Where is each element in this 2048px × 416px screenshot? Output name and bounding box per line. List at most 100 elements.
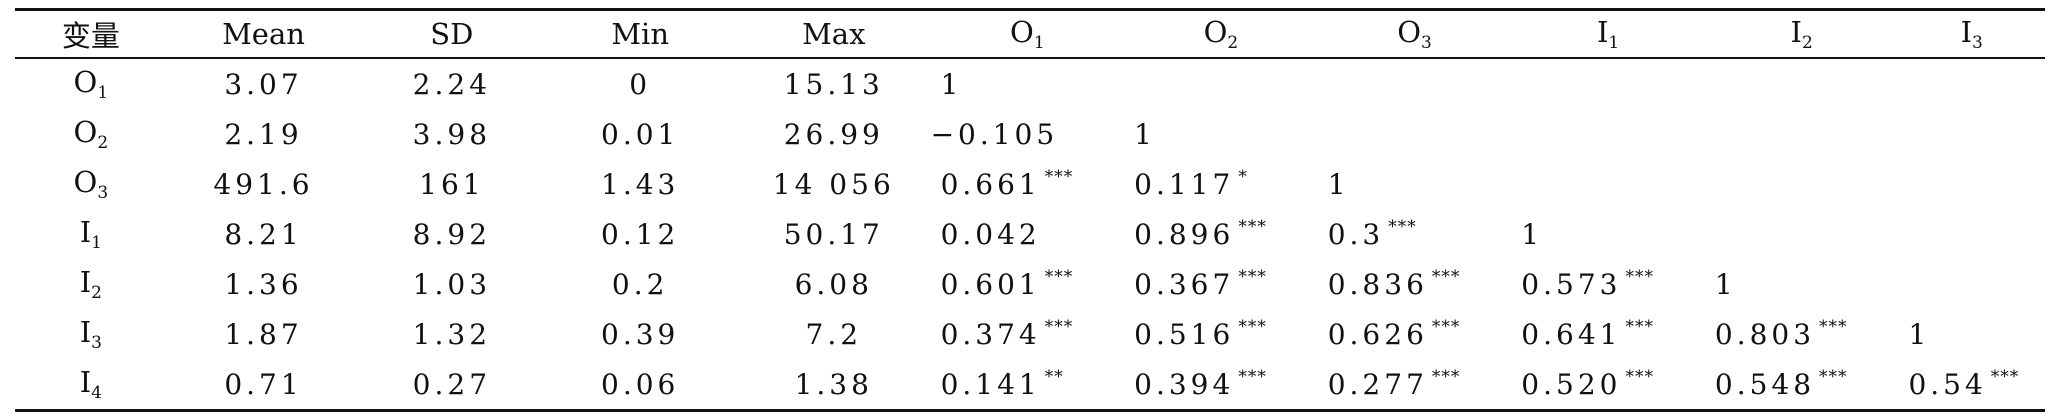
significance-marker: *** xyxy=(1625,367,1654,387)
significance-marker: *** xyxy=(1431,317,1461,337)
significance-marker: *** xyxy=(1625,267,1654,287)
correlation-value: 0.573 xyxy=(1521,268,1622,301)
correlation-cell: 0.836 *** xyxy=(1318,259,1512,309)
variable-cell: I1 xyxy=(15,209,167,259)
variable-subscript: 1 xyxy=(97,83,109,103)
correlation-value: 1 xyxy=(1134,117,1156,151)
correlation-value: 0.117 xyxy=(1134,168,1235,201)
mean-cell: 1.87 xyxy=(224,317,303,351)
correlation-value: 0.641 xyxy=(1521,318,1622,351)
column-header-label: 变量 xyxy=(61,19,120,53)
column-header: O1 xyxy=(931,10,1125,59)
correlation-value: 1 xyxy=(1908,317,1931,351)
correlation-cell: 0.042 xyxy=(931,209,1125,259)
correlation-value: 0.367 xyxy=(1134,268,1235,301)
correlation-cell: 0.573 *** xyxy=(1511,259,1705,309)
correlation-cell xyxy=(1511,159,1705,209)
variable-name: O xyxy=(73,165,98,199)
correlation-cell xyxy=(1705,109,1899,159)
correlation-cell: 0.367 *** xyxy=(1124,259,1318,309)
variable-name: I xyxy=(79,315,92,349)
max-cell: 6.08 xyxy=(794,267,873,301)
header-row: 变量 Mean SD Min Max O1 O2 O3 I1 I2 I3 xyxy=(15,9,2045,59)
column-header-label: O xyxy=(1203,15,1228,49)
variable-name: O xyxy=(73,115,98,149)
correlation-cell: 0.548 *** xyxy=(1705,359,1899,411)
table-row: O1 3.07 2.24 0 15.13 1 xyxy=(15,58,2045,109)
column-header-label: Max xyxy=(802,17,866,51)
column-header: Mean xyxy=(167,10,361,59)
correlation-cell xyxy=(1705,209,1899,259)
correlation-cell: 1 xyxy=(1705,259,1899,309)
significance-marker: *** xyxy=(1990,367,2020,387)
variable-subscript: 4 xyxy=(91,383,102,403)
table-row: I2 1.36 1.03 0.2 6.08 0.601 *** 0.367 *** 0.836 **… xyxy=(15,259,2045,309)
table-row: I1 8.21 8.92 0.12 50.17 0.042 0.896 *** 0.3 *** 1 xyxy=(15,209,2045,259)
sd-cell: 161 xyxy=(419,167,485,201)
column-header: 变量 xyxy=(15,10,167,59)
correlation-cell xyxy=(1511,109,1705,159)
correlation-cell: 0.520 *** xyxy=(1511,359,1705,411)
column-header-label: Mean xyxy=(222,17,305,51)
min-cell: 0.2 xyxy=(611,267,669,301)
correlation-cell: 0.3 *** xyxy=(1318,209,1512,259)
correlation-value: −0.105 xyxy=(930,117,1059,151)
significance-marker: *** xyxy=(1625,317,1654,337)
correlation-value: 0.54 xyxy=(1908,368,1987,401)
column-header: O3 xyxy=(1318,10,1512,59)
correlation-cell: 0.896 *** xyxy=(1124,209,1318,259)
variable-subscript: 2 xyxy=(97,133,109,153)
min-cell: 0.39 xyxy=(601,317,680,351)
max-cell: 7.2 xyxy=(805,317,863,351)
correlation-value: 1 xyxy=(1327,167,1350,201)
correlation-cell: −0.105 xyxy=(931,109,1125,159)
correlation-cell: 0.516 *** xyxy=(1124,309,1318,359)
sd-cell: 1.03 xyxy=(412,267,492,301)
sd-cell: 1.32 xyxy=(412,317,492,351)
correlation-value: 0.516 xyxy=(1134,318,1235,351)
correlation-cell xyxy=(1705,159,1899,209)
variable-subscript: 3 xyxy=(91,333,102,353)
significance-marker: *** xyxy=(1238,217,1267,237)
max-cell: 50.17 xyxy=(783,217,884,251)
column-header: I1 xyxy=(1511,10,1705,59)
column-header-subscript: 3 xyxy=(1420,33,1432,53)
correlation-cell: 0.141 ** xyxy=(931,359,1125,411)
column-header: SD xyxy=(360,10,543,59)
correlation-cell xyxy=(1511,58,1705,109)
table-row: I4 0.71 0.27 0.06 1.38 0.141 ** 0.394 *** 0.277 **… xyxy=(15,359,2045,411)
variable-name: I xyxy=(79,265,92,299)
max-cell: 1.38 xyxy=(794,367,873,401)
correlation-value: 0.803 xyxy=(1714,318,1816,351)
significance-marker: * xyxy=(1238,167,1248,187)
variable-cell: O3 xyxy=(15,159,167,209)
correlation-cell: 0.54 *** xyxy=(1898,359,2045,411)
correlation-value: 0.896 xyxy=(1134,218,1235,251)
sd-cell: 2.24 xyxy=(412,67,492,101)
significance-marker: *** xyxy=(1388,217,1417,237)
column-header-label: SD xyxy=(430,17,474,51)
mean-cell: 3.07 xyxy=(224,67,303,101)
significance-marker: *** xyxy=(1819,317,1848,337)
correlation-value: 0.141 xyxy=(940,368,1041,401)
correlation-cell: 0.277 *** xyxy=(1318,359,1512,411)
correlation-cell: 1 xyxy=(1124,109,1318,159)
column-header: Max xyxy=(737,10,931,59)
correlation-value: 0.661 xyxy=(940,168,1041,201)
correlation-cell: 1 xyxy=(1318,159,1512,209)
column-header-label: O xyxy=(1010,15,1034,49)
correlation-value: 1 xyxy=(940,67,963,101)
significance-marker: *** xyxy=(1431,367,1461,387)
correlation-cell: 0.803 *** xyxy=(1705,309,1899,359)
variable-cell: I4 xyxy=(15,359,167,411)
correlation-value: 0.394 xyxy=(1134,368,1235,401)
correlation-cell: 0.661 *** xyxy=(931,159,1125,209)
correlation-cell: 0.626 *** xyxy=(1318,309,1512,359)
significance-marker: *** xyxy=(1238,267,1267,287)
variable-cell: O1 xyxy=(15,58,167,109)
table-row: O2 2.19 3.98 0.01 26.99 −0.105 1 xyxy=(15,109,2045,159)
column-header-subscript: 2 xyxy=(1801,33,1813,53)
min-cell: 0.12 xyxy=(601,217,680,251)
column-header-label: I xyxy=(1960,15,1973,49)
correlation-cell: 0.601 *** xyxy=(931,259,1125,309)
